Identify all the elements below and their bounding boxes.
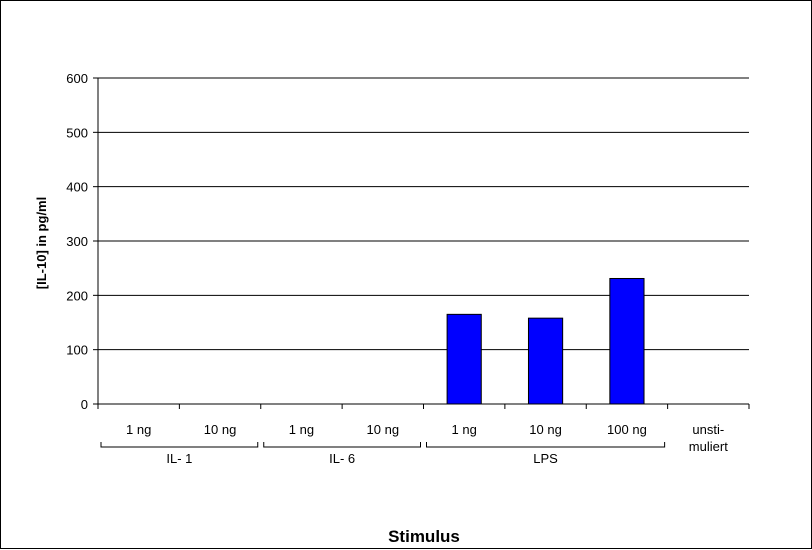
x-tick-label: 10 ng xyxy=(529,422,562,437)
y-tick-label: 400 xyxy=(66,180,88,195)
y-tick-label: 600 xyxy=(66,71,88,86)
y-tick-labels: 0 100 200 300 400 500 600 xyxy=(66,71,88,412)
y-axis-label: [IL-10] in pg/ml xyxy=(34,197,49,289)
y-tick-label: 0 xyxy=(81,397,88,412)
x-tick-label: 1 ng xyxy=(126,422,151,437)
y-tick-label: 200 xyxy=(66,288,88,303)
bar xyxy=(609,277,645,405)
y-tick-label: 300 xyxy=(66,234,88,249)
y-tick-label: 100 xyxy=(66,343,88,358)
bar xyxy=(446,313,482,405)
y-tick-label: 500 xyxy=(66,125,88,140)
group-bracket xyxy=(263,442,421,448)
bar xyxy=(527,317,564,405)
x-tick-label: 10 ng xyxy=(367,422,400,437)
group-bracket xyxy=(426,442,666,448)
bars xyxy=(446,277,645,405)
x-tick-label: 100 ng xyxy=(607,422,647,437)
x-tick-labels: 1 ng 10 ng 1 ng 10 ng 1 ng 10 ng 100 ng unsti-m… xyxy=(126,422,728,454)
x-tick-label: 1 ng xyxy=(289,422,314,437)
group-bracket xyxy=(100,442,259,448)
group-label: IL- 6 xyxy=(329,451,355,466)
axes xyxy=(93,77,750,409)
gridlines xyxy=(98,77,749,351)
category-groups: IL- 1 IL- 6 LPS xyxy=(100,442,666,466)
x-tick-label: unsti-muliert xyxy=(689,422,728,454)
x-tick-label: 1 ng xyxy=(452,422,477,437)
x-axis-label: Stimulus xyxy=(388,527,460,546)
x-tick-label: 10 ng xyxy=(204,422,237,437)
group-label: IL- 1 xyxy=(166,451,192,466)
group-label: LPS xyxy=(533,451,558,466)
